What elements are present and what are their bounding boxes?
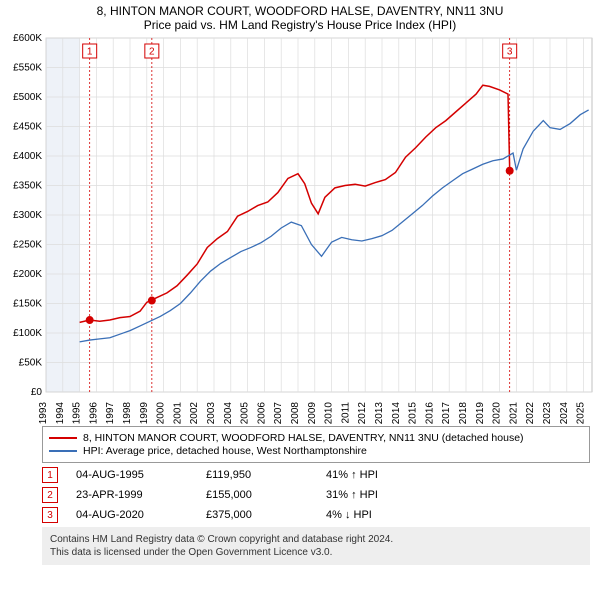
svg-text:£550K: £550K bbox=[13, 63, 42, 74]
event-row: 1 04-AUG-1995£119,95041% ↑ HPI bbox=[42, 467, 590, 483]
event-row: 2 23-APR-1999£155,00031% ↑ HPI bbox=[42, 487, 590, 503]
svg-text:£400K: £400K bbox=[13, 151, 42, 162]
svg-text:£0: £0 bbox=[31, 387, 43, 398]
legend-item: HPI: Average price, detached house, West… bbox=[49, 445, 583, 457]
title-line-2: Price paid vs. HM Land Registry's House … bbox=[0, 18, 600, 32]
svg-text:£150K: £150K bbox=[13, 299, 42, 310]
svg-text:1997: 1997 bbox=[105, 402, 116, 424]
svg-text:2004: 2004 bbox=[223, 402, 234, 424]
svg-text:2017: 2017 bbox=[441, 402, 452, 424]
svg-text:2007: 2007 bbox=[273, 402, 284, 424]
event-marker: 3 bbox=[42, 507, 58, 523]
svg-text:2015: 2015 bbox=[408, 402, 419, 424]
title-line-1: 8, HINTON MANOR COURT, WOODFORD HALSE, D… bbox=[0, 4, 600, 18]
legend-label: HPI: Average price, detached house, West… bbox=[83, 445, 367, 457]
svg-text:3: 3 bbox=[507, 47, 513, 58]
events-list: 1 04-AUG-1995£119,95041% ↑ HPI 2 23-APR-199… bbox=[42, 467, 590, 523]
svg-text:2011: 2011 bbox=[340, 402, 351, 424]
svg-text:2018: 2018 bbox=[458, 402, 469, 424]
footer-line-2: This data is licensed under the Open Gov… bbox=[50, 546, 582, 559]
svg-text:2009: 2009 bbox=[307, 402, 318, 424]
svg-text:2002: 2002 bbox=[189, 402, 200, 424]
event-pct: 31% ↑ HPI bbox=[326, 489, 426, 501]
svg-text:1999: 1999 bbox=[139, 402, 150, 424]
svg-text:1996: 1996 bbox=[88, 402, 99, 424]
event-date: 04-AUG-1995 bbox=[76, 469, 206, 481]
svg-text:1994: 1994 bbox=[55, 402, 66, 424]
event-price: £375,000 bbox=[206, 509, 326, 521]
event-price: £119,950 bbox=[206, 469, 326, 481]
footer-line-1: Contains HM Land Registry data © Crown c… bbox=[50, 533, 582, 546]
svg-text:2024: 2024 bbox=[559, 402, 570, 424]
event-marker: 1 bbox=[42, 467, 58, 483]
event-date: 04-AUG-2020 bbox=[76, 509, 206, 521]
price-chart: £0 £50K £100K £150K £200K £250K £300K £350K £400… bbox=[0, 34, 600, 424]
svg-text:£450K: £450K bbox=[13, 122, 42, 133]
legend-swatch bbox=[49, 450, 77, 452]
svg-text:£600K: £600K bbox=[13, 34, 42, 44]
svg-text:1993: 1993 bbox=[38, 402, 49, 424]
event-date: 23-APR-1999 bbox=[76, 489, 206, 501]
svg-text:£500K: £500K bbox=[13, 92, 42, 103]
event-row: 3 04-AUG-2020£375,0004% ↓ HPI bbox=[42, 507, 590, 523]
svg-text:2: 2 bbox=[149, 47, 155, 58]
chart-title: 8, HINTON MANOR COURT, WOODFORD HALSE, D… bbox=[0, 0, 600, 34]
svg-text:£200K: £200K bbox=[13, 269, 42, 280]
svg-text:2006: 2006 bbox=[256, 402, 267, 424]
svg-text:£350K: £350K bbox=[13, 181, 42, 192]
svg-text:£250K: £250K bbox=[13, 240, 42, 251]
svg-text:£300K: £300K bbox=[13, 210, 42, 221]
svg-text:2012: 2012 bbox=[357, 402, 368, 424]
attribution-footer: Contains HM Land Registry data © Crown c… bbox=[42, 527, 590, 565]
svg-text:£50K: £50K bbox=[19, 358, 43, 369]
legend-item: 8, HINTON MANOR COURT, WOODFORD HALSE, D… bbox=[49, 432, 583, 444]
svg-text:2025: 2025 bbox=[576, 402, 587, 424]
svg-text:2013: 2013 bbox=[374, 402, 385, 424]
event-pct: 4% ↓ HPI bbox=[326, 509, 426, 521]
svg-text:2005: 2005 bbox=[240, 402, 251, 424]
svg-text:1998: 1998 bbox=[122, 402, 133, 424]
svg-text:2008: 2008 bbox=[290, 402, 301, 424]
legend-swatch bbox=[49, 437, 77, 439]
event-price: £155,000 bbox=[206, 489, 326, 501]
svg-text:2023: 2023 bbox=[542, 402, 553, 424]
legend-label: 8, HINTON MANOR COURT, WOODFORD HALSE, D… bbox=[83, 432, 524, 444]
svg-text:2016: 2016 bbox=[424, 402, 435, 424]
svg-text:2000: 2000 bbox=[156, 402, 167, 424]
svg-text:2014: 2014 bbox=[391, 402, 402, 424]
svg-text:2001: 2001 bbox=[172, 402, 183, 424]
svg-text:1995: 1995 bbox=[72, 402, 83, 424]
legend: 8, HINTON MANOR COURT, WOODFORD HALSE, D… bbox=[42, 426, 590, 463]
svg-text:2019: 2019 bbox=[475, 402, 486, 424]
svg-text:2020: 2020 bbox=[492, 402, 503, 424]
event-pct: 41% ↑ HPI bbox=[326, 469, 426, 481]
svg-text:2003: 2003 bbox=[206, 402, 217, 424]
event-marker: 2 bbox=[42, 487, 58, 503]
svg-text:1: 1 bbox=[87, 47, 93, 58]
svg-text:£100K: £100K bbox=[13, 328, 42, 339]
svg-text:2010: 2010 bbox=[324, 402, 335, 424]
svg-text:2022: 2022 bbox=[525, 402, 536, 424]
svg-text:2021: 2021 bbox=[508, 402, 519, 424]
